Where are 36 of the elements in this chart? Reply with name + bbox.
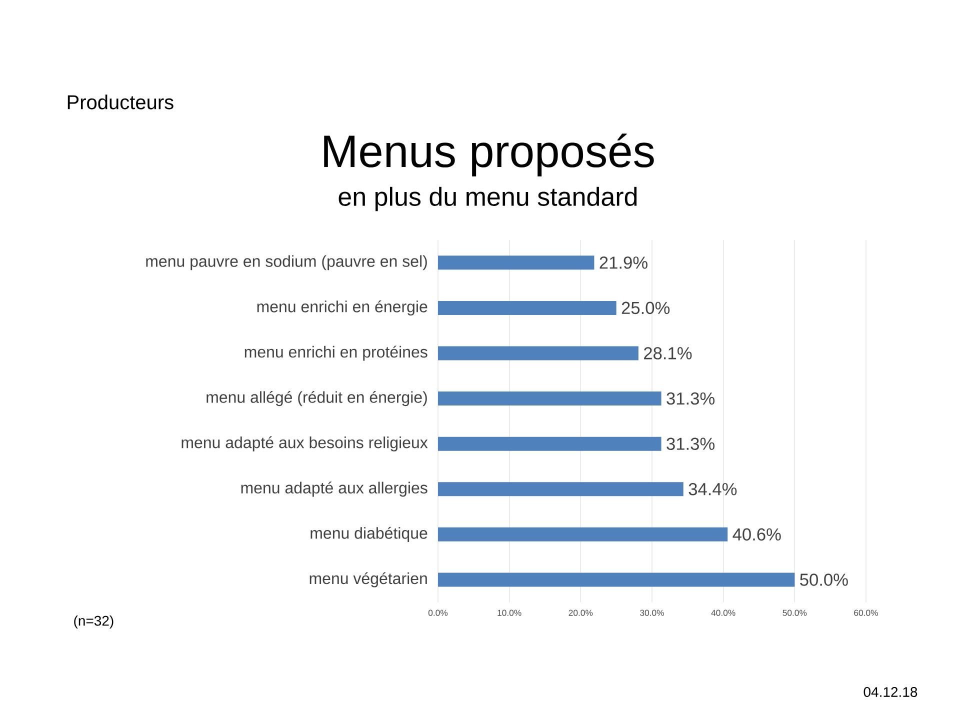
x-tick-label: 60.0% <box>854 610 878 616</box>
x-tick-label: 30.0% <box>640 610 664 616</box>
bar <box>438 300 616 315</box>
data-label: 34.4% <box>688 483 737 496</box>
data-label: 28.1% <box>644 347 692 360</box>
y-tick-label: menu végétarien <box>310 572 427 588</box>
data-label: 50.0% <box>800 574 848 586</box>
bar <box>438 527 728 542</box>
chart-title: Menus proposés <box>324 134 654 176</box>
y-tick-label: menu diabétique <box>310 526 428 542</box>
x-tick-label: 10.0% <box>498 610 522 616</box>
bar <box>438 572 795 587</box>
y-tick-label: menu adapté aux besoins religieux <box>182 436 428 452</box>
bar <box>438 392 662 406</box>
text: 04.12.18 <box>864 687 918 697</box>
x-tick-label: 0.0% <box>428 610 448 616</box>
data-label: 40.6% <box>732 528 781 541</box>
y-tick-label: menu enrichi en énergie <box>257 300 428 316</box>
x-tick-label: 20.0% <box>568 610 593 616</box>
bar <box>438 256 594 270</box>
bar <box>438 436 662 451</box>
y-tick-label: menu adapté aux allergies <box>241 482 428 497</box>
bar <box>438 482 684 496</box>
x-tick-label: 40.0% <box>711 610 736 616</box>
data-label: 31.3% <box>666 392 715 405</box>
text: Producteurs <box>68 94 174 110</box>
data-label: 25.0% <box>622 302 670 314</box>
data-label: 21.9% <box>600 256 648 269</box>
y-tick-label: menu enrichi en protéines <box>244 346 428 361</box>
text: (n=32) <box>74 615 114 629</box>
y-tick-label: menu allégé (réduit en énergie) <box>206 391 427 406</box>
chart-subtitle: en plus du menu standard <box>338 186 637 212</box>
bar <box>438 346 638 360</box>
x-tick-label: 50.0% <box>782 610 807 616</box>
data-label: 31.3% <box>666 438 715 450</box>
y-tick-label: menu pauvre en sodium (pauvre en sel) <box>146 255 427 270</box>
